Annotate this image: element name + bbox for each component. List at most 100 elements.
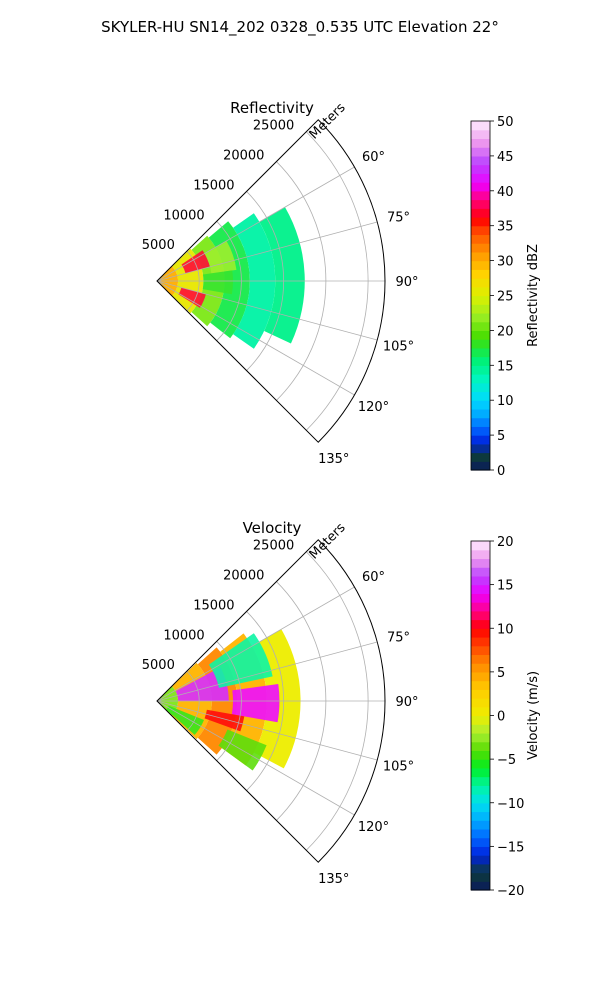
colorbar-tick-label: 45 <box>497 150 514 165</box>
azimuth-spoke <box>156 700 378 761</box>
colorbar-band <box>471 426 490 436</box>
data-feature <box>166 705 204 735</box>
colorbar-band <box>471 619 490 629</box>
colorbar-band <box>471 645 490 656</box>
colorbar-tick-label: −20 <box>497 884 524 899</box>
colorbar-band <box>471 776 490 786</box>
colorbar-tick-label: 10 <box>497 622 514 637</box>
colorbar-band <box>471 452 490 462</box>
colorbar-tick-label: −10 <box>497 797 524 812</box>
angle-tick-label: 90° <box>395 695 418 710</box>
colorbar-band <box>471 767 490 778</box>
colorbar-tick-label: 35 <box>497 220 514 235</box>
panel-title: Velocity <box>243 519 302 537</box>
colorbar-band <box>471 828 490 839</box>
colorbar-band <box>471 881 490 891</box>
data-feature <box>231 683 280 723</box>
radial-tick-label: 25000 <box>253 539 294 554</box>
colorbar-tick-label: 25 <box>497 290 514 305</box>
colorbar: 0 5 10 15 20 25 30 35 40 45 50 Reflectivity dBZ <box>470 115 541 479</box>
colorbar-band <box>471 138 490 148</box>
angle-tick-label: 60° <box>362 150 385 165</box>
radial-tick-label: 15000 <box>193 178 234 193</box>
colorbar-band <box>471 689 490 699</box>
angle-tick-label: 90° <box>395 275 418 290</box>
radar-data-field <box>157 207 305 349</box>
colorbar-band <box>471 190 490 201</box>
colorbar-band <box>471 347 490 358</box>
colorbar-band <box>471 785 490 795</box>
colorbar-band <box>471 286 490 297</box>
figure-title: SKYLER-HU SN14_202 0328_0.535 UTC Elevat… <box>101 18 499 37</box>
colorbar-band <box>471 863 490 874</box>
colorbar-band <box>471 584 490 594</box>
colorbar-band <box>471 732 490 743</box>
colorbar-band <box>471 382 490 393</box>
colorbar-band <box>471 304 490 314</box>
data-cell <box>259 207 305 344</box>
radial-tick-label: 20000 <box>223 569 264 584</box>
colorbar-band <box>471 558 490 568</box>
colorbar-band <box>471 750 490 760</box>
colorbar-tick-label: 15 <box>497 579 514 594</box>
colorbar-tick-label: 20 <box>497 535 514 550</box>
colorbar-band <box>471 312 490 323</box>
colorbar-tick-label: 40 <box>497 185 514 200</box>
angle-tick-label: 105° <box>383 340 414 355</box>
sector-frame <box>156 119 386 443</box>
colorbar-band <box>471 408 490 419</box>
colorbar-band <box>471 147 490 157</box>
colorbar-band <box>471 321 490 331</box>
colorbar-label: Reflectivity dBZ <box>526 244 541 347</box>
colorbar-band <box>471 872 490 882</box>
colorbar-band <box>471 129 490 140</box>
colorbar-band <box>471 636 490 647</box>
colorbar-band <box>471 724 490 734</box>
colorbar-band <box>471 794 490 804</box>
azimuth-spoke <box>156 641 378 702</box>
azimuth-spoke <box>156 700 355 816</box>
radial-tick-label: 25000 <box>253 119 294 134</box>
colorbar-tick-label: 0 <box>497 464 505 479</box>
colorbar-band <box>471 155 490 166</box>
colorbar-band <box>471 435 490 445</box>
azimuth-spoke <box>156 280 355 396</box>
colorbar-band <box>471 759 490 769</box>
colorbar-band <box>471 374 490 384</box>
colorbar-tick-label: −15 <box>497 840 524 855</box>
data-feature <box>202 270 233 295</box>
colorbar-band <box>471 846 490 856</box>
colorbar-band <box>471 628 490 638</box>
radial-tick-label: 15000 <box>193 598 234 613</box>
colorbar-band <box>471 706 490 717</box>
radial-tick-label: 5000 <box>142 238 175 253</box>
colorbar-band <box>471 610 490 621</box>
colorbar-band <box>471 741 490 751</box>
colorbar-band <box>471 567 490 577</box>
angle-tick-label: 120° <box>358 400 389 415</box>
colorbar-tick-label: 20 <box>497 324 514 339</box>
radial-axis-label: Meters <box>307 520 349 562</box>
angle-tick-label: 135° <box>318 452 349 467</box>
data-feature <box>181 250 211 274</box>
colorbar-tick-label: 50 <box>497 115 514 130</box>
colorbar-band <box>471 208 490 218</box>
panel-title: Reflectivity <box>230 99 314 117</box>
colorbar-band <box>471 295 490 305</box>
colorbar-tick-label: 0 <box>497 710 505 725</box>
colorbar-tick-label: 5 <box>497 429 505 444</box>
colorbar-band <box>471 173 490 183</box>
angle-tick-label: 60° <box>362 570 385 585</box>
colorbar-band <box>471 400 490 410</box>
colorbar-band <box>471 575 490 586</box>
colorbar-band <box>471 243 490 253</box>
colorbar-band <box>471 278 490 288</box>
colorbar-band <box>471 417 490 427</box>
colorbar-band <box>471 698 490 708</box>
colorbar-band <box>471 461 490 471</box>
colorbar-band <box>471 356 490 366</box>
colorbar-band <box>471 225 490 236</box>
colorbar-band <box>471 330 490 340</box>
radar-data-field <box>157 629 301 771</box>
